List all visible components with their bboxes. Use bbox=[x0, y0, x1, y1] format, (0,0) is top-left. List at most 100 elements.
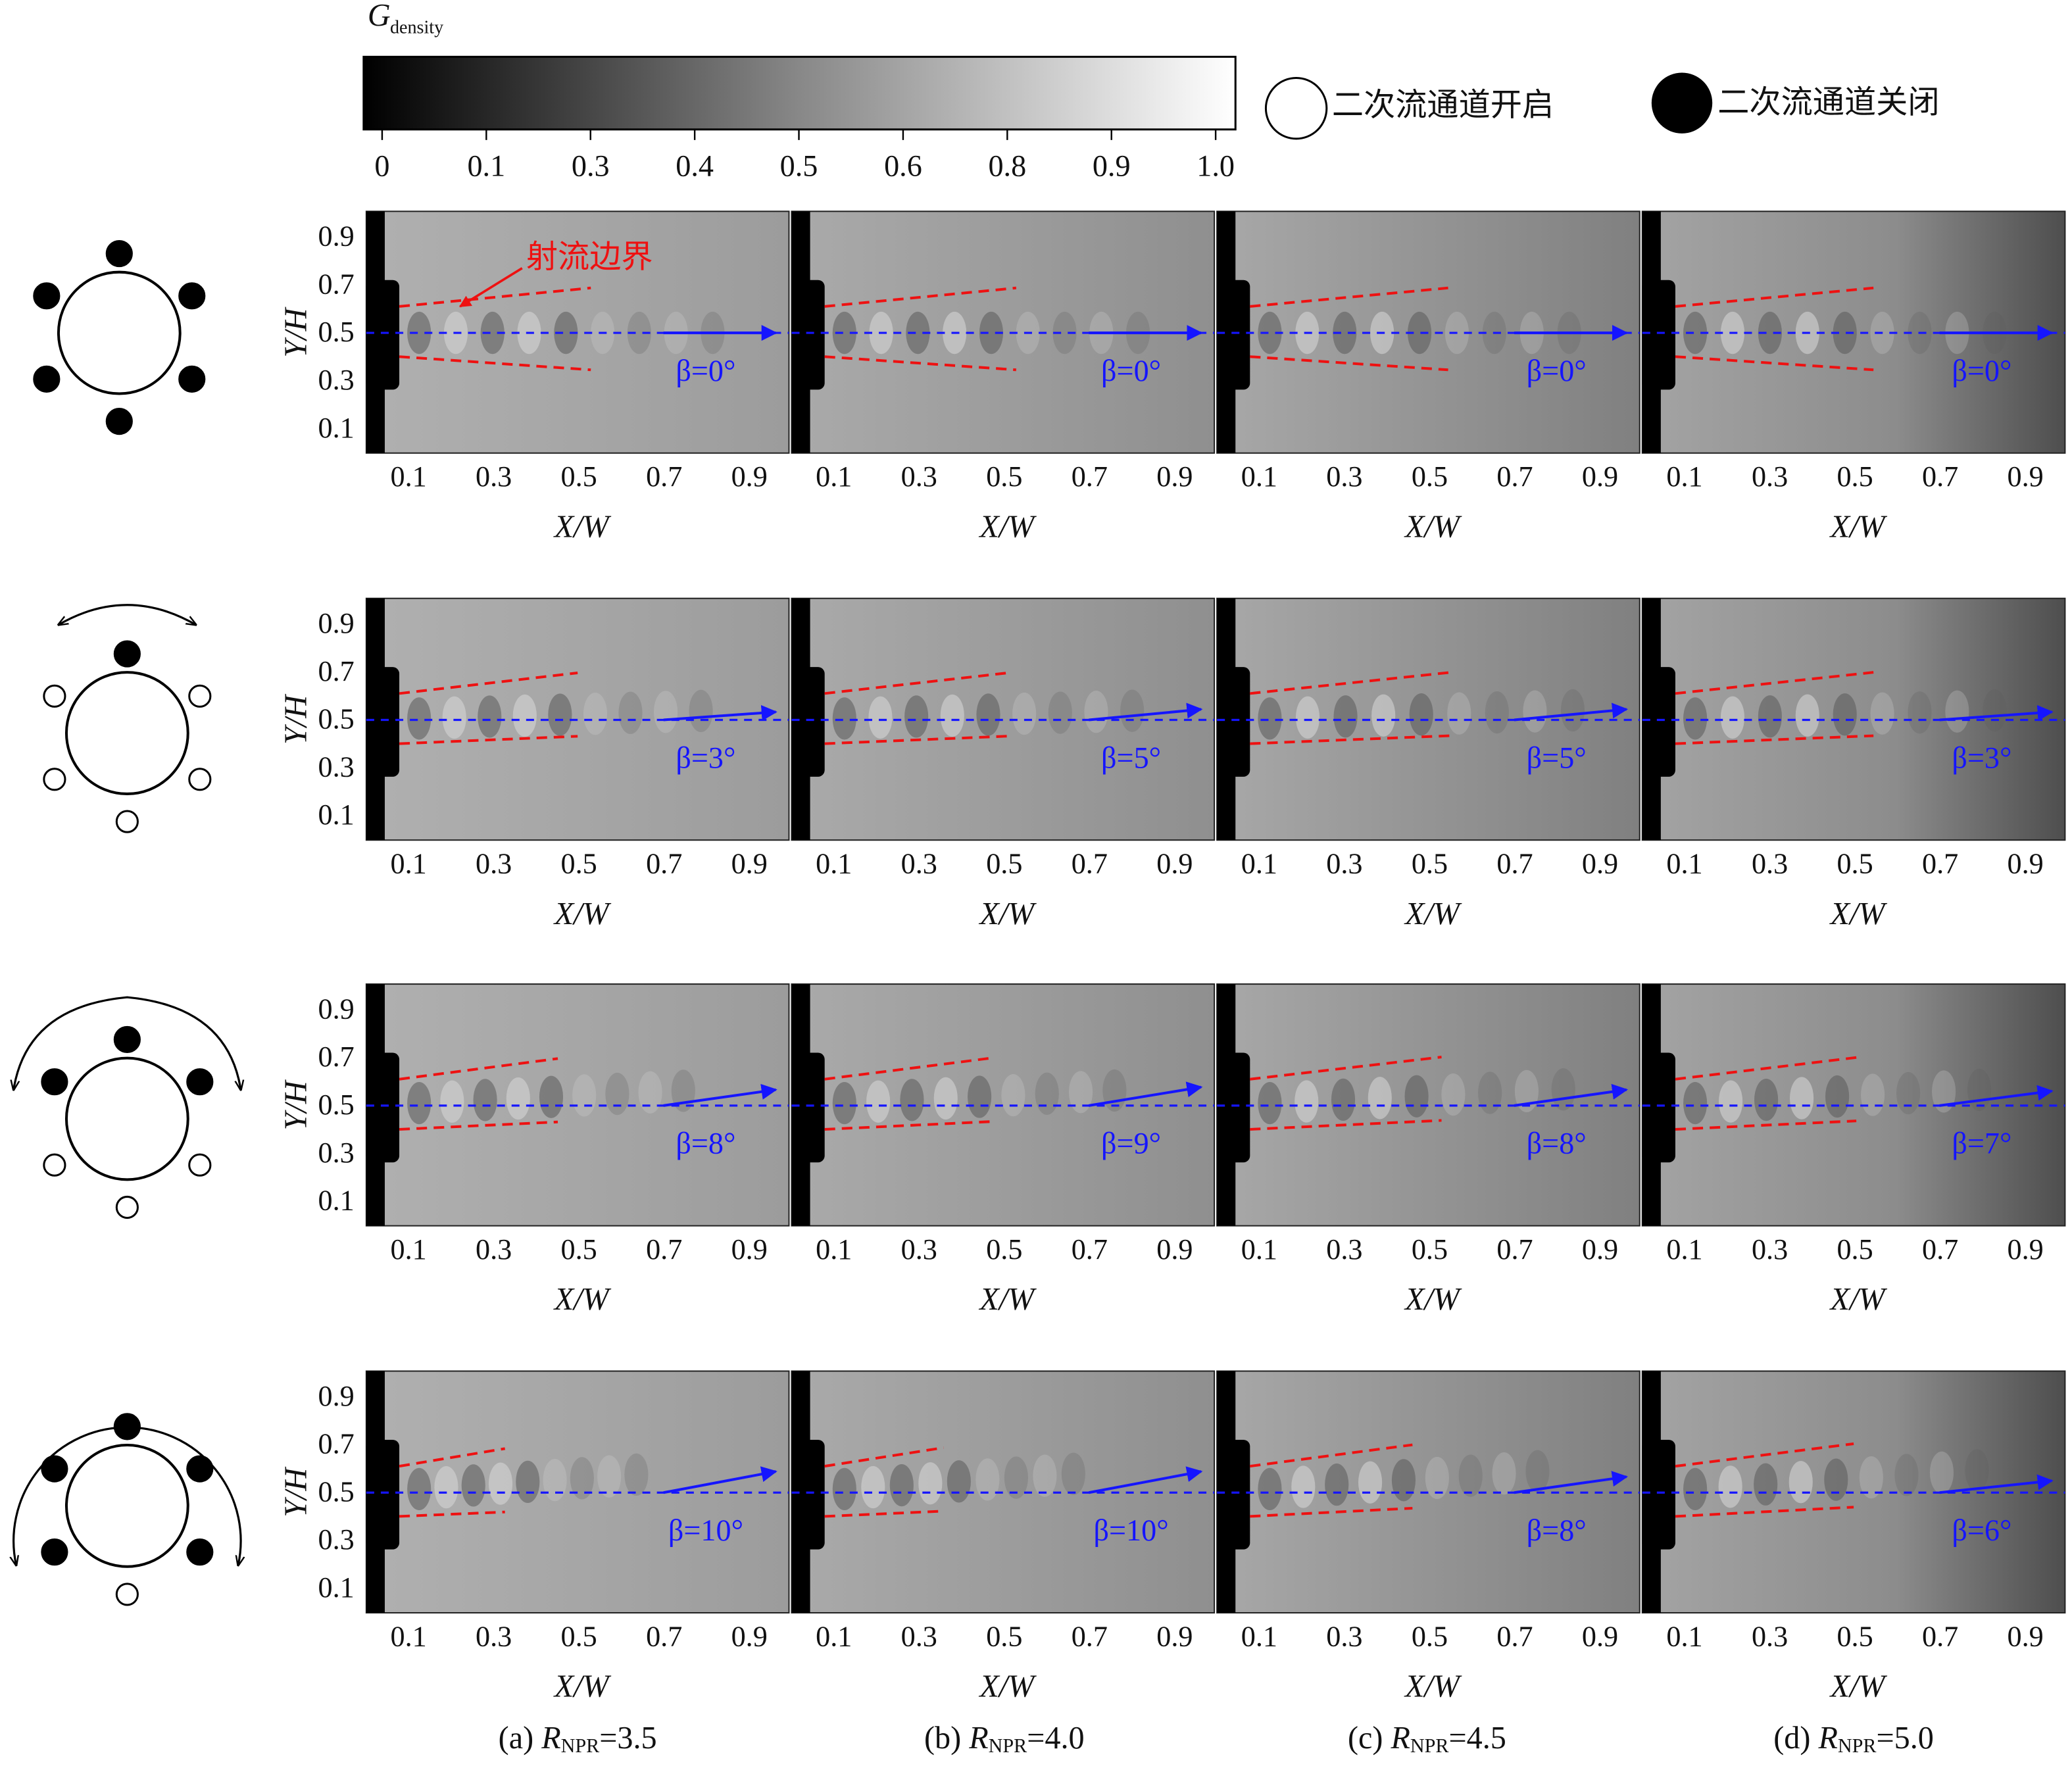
caption-label: (b) bbox=[924, 1721, 961, 1756]
x-axis-label: X/W bbox=[553, 1282, 612, 1317]
jet-cell bbox=[488, 1462, 513, 1505]
x-tick-label: 0.1 bbox=[816, 1620, 852, 1652]
x-axis-label: X/W bbox=[553, 1669, 612, 1704]
x-tick-label: 0.7 bbox=[1922, 460, 1958, 493]
x-tick-label: 0.5 bbox=[1412, 848, 1448, 880]
x-tick-label: 0.3 bbox=[901, 848, 937, 880]
jet-cell bbox=[689, 689, 713, 733]
jet-cell bbox=[1048, 691, 1072, 734]
jet-cell bbox=[1683, 311, 1708, 355]
jet-cell bbox=[539, 1075, 564, 1118]
jet-cell bbox=[1683, 1467, 1708, 1511]
jet-cell bbox=[548, 693, 572, 736]
x-tick-label: 0.3 bbox=[476, 1620, 512, 1652]
x-tick-label: 0.5 bbox=[1837, 848, 1873, 880]
y-tick-label: 0.3 bbox=[318, 750, 355, 783]
jet-cell bbox=[1683, 697, 1708, 740]
jet-cell bbox=[1407, 311, 1432, 355]
x-tick-label: 0.5 bbox=[1412, 460, 1448, 493]
column-caption: (a) RNPR=3.5 bbox=[499, 1721, 657, 1757]
deflection-arrow bbox=[663, 1083, 777, 1107]
y-tick-label: 0.9 bbox=[318, 220, 355, 253]
legend-open: 二次流通道开启 bbox=[1332, 88, 1554, 123]
jet-cell bbox=[832, 1081, 856, 1125]
y-tick-label: 0.7 bbox=[318, 1041, 355, 1073]
jet-cell bbox=[1894, 1454, 1919, 1496]
jet-cell bbox=[1790, 1077, 1814, 1119]
jet-cell bbox=[618, 691, 643, 734]
beta-label: β=8° bbox=[1527, 1513, 1587, 1547]
x-tick-label: 0.3 bbox=[1752, 1620, 1788, 1652]
x-tick-label: 0.3 bbox=[476, 848, 512, 880]
x-tick-label: 0.5 bbox=[561, 1620, 597, 1652]
jet-boundary bbox=[399, 355, 591, 372]
x-tick-label: 0.1 bbox=[390, 1620, 426, 1652]
nozzle-lip bbox=[1217, 1052, 1250, 1163]
deflection-arrow bbox=[1089, 702, 1203, 722]
y-tick-label: 0.7 bbox=[318, 1428, 355, 1460]
x-tick-label: 0.9 bbox=[2008, 848, 2044, 880]
hole-closed bbox=[186, 1068, 214, 1096]
x-tick-label: 0.1 bbox=[390, 1233, 426, 1266]
hole-open bbox=[43, 768, 66, 791]
x-tick-label: 0.1 bbox=[1666, 1620, 1702, 1652]
x-tick-label: 0.9 bbox=[731, 460, 768, 493]
jet-boundary bbox=[824, 671, 1010, 695]
jet-boundary bbox=[824, 735, 1010, 745]
hole-open bbox=[188, 768, 212, 791]
x-tick-label: 0.7 bbox=[646, 1233, 682, 1266]
y-tick-label: 0.1 bbox=[318, 799, 355, 831]
jet-cell bbox=[1333, 695, 1358, 738]
jet-cell bbox=[627, 311, 651, 355]
x-tick-label: 0.1 bbox=[390, 848, 426, 880]
jet-cell bbox=[1754, 1463, 1778, 1506]
jet-cell bbox=[832, 697, 856, 740]
hole-open bbox=[188, 1153, 212, 1177]
hole-closed bbox=[33, 365, 61, 393]
x-tick-label: 0.7 bbox=[1496, 848, 1533, 880]
jet-cell bbox=[442, 696, 466, 739]
nozzle-lip bbox=[791, 1439, 825, 1550]
jet-boundary bbox=[1675, 1056, 1857, 1081]
x-tick-label: 0.9 bbox=[1156, 1233, 1193, 1266]
hole-closed bbox=[105, 408, 133, 435]
nozzle-body bbox=[64, 671, 189, 795]
x-tick-label: 0.7 bbox=[1922, 1620, 1958, 1652]
beta-label: β=8° bbox=[1527, 1127, 1587, 1160]
x-tick-label: 0.3 bbox=[1326, 1620, 1362, 1652]
caption-symbol: R bbox=[1817, 1721, 1837, 1756]
y-tick-label: 0.7 bbox=[318, 268, 355, 300]
jet-cell bbox=[1560, 689, 1585, 732]
jet-boundary bbox=[1250, 1119, 1442, 1131]
jet-cell bbox=[1758, 311, 1782, 355]
jet-boundary bbox=[824, 1510, 944, 1518]
jet-cell bbox=[554, 311, 578, 355]
legend-closed-icon bbox=[1651, 72, 1713, 134]
jet-boundary bbox=[1675, 1506, 1854, 1518]
y-tick-label: 0.1 bbox=[318, 1571, 355, 1604]
jet-cell bbox=[1758, 695, 1782, 738]
jet-cell bbox=[975, 1458, 1000, 1501]
hole-closed bbox=[113, 640, 141, 668]
x-tick-label: 0.9 bbox=[1582, 1233, 1618, 1266]
x-tick-label: 0.1 bbox=[1241, 1233, 1277, 1266]
x-tick-label: 0.9 bbox=[2008, 1233, 2044, 1266]
x-tick-label: 0.3 bbox=[901, 1233, 937, 1266]
y-tick-label: 0.9 bbox=[318, 607, 355, 639]
nozzle-body bbox=[64, 1443, 189, 1568]
jet-cell bbox=[1404, 1075, 1429, 1118]
jet-cell bbox=[1035, 1072, 1059, 1115]
jet-cell bbox=[1425, 1456, 1449, 1500]
x-tick-label: 0.1 bbox=[1666, 460, 1702, 493]
colorbar-tick-label: 0.1 bbox=[467, 149, 505, 183]
jet-boundary bbox=[399, 1120, 558, 1131]
jet-cell bbox=[440, 1080, 464, 1123]
jet-cell bbox=[1052, 311, 1077, 355]
jet-cell bbox=[1258, 311, 1282, 355]
deflection-arrow bbox=[1939, 1474, 2054, 1494]
jet-cell bbox=[1120, 689, 1145, 732]
y-axis-label: Y/H bbox=[278, 1467, 313, 1517]
hole-open bbox=[115, 1195, 139, 1219]
jet-cell bbox=[1861, 1073, 1885, 1116]
